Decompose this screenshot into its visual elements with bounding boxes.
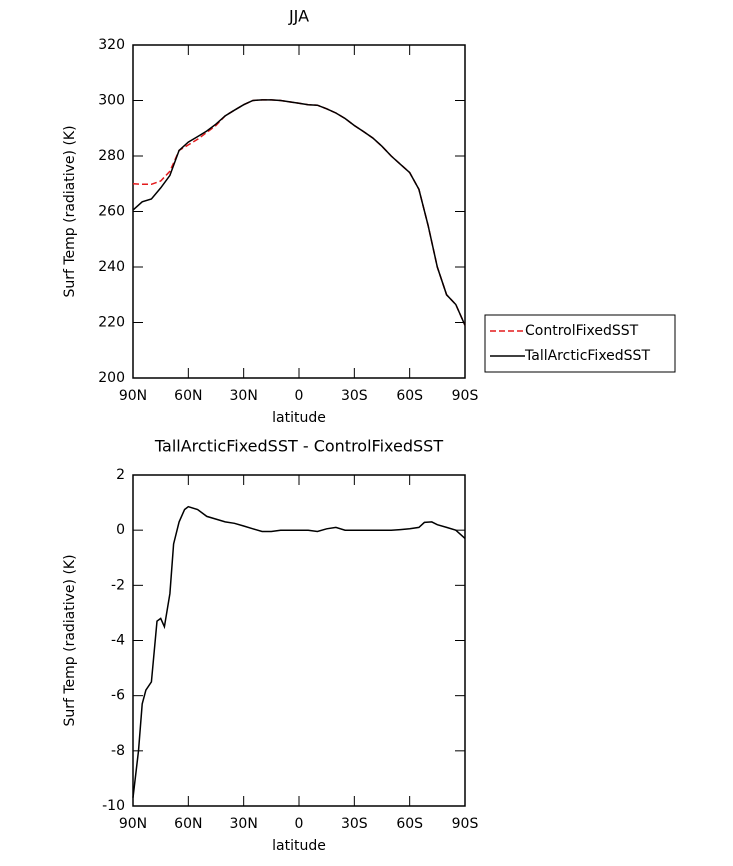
y-axis-label: Surf Temp (radiative) (K): [62, 125, 78, 297]
y-axis-label: Surf Temp (radiative) (K): [62, 554, 78, 726]
plot-frame: [132, 44, 466, 379]
y-tick-label: 260: [98, 204, 125, 220]
x-axis-label: latitude: [272, 410, 326, 426]
line-series: [132, 505, 466, 798]
line-series: [132, 99, 466, 326]
x-tick-label: 60N: [174, 816, 202, 832]
x-tick-label: 30S: [341, 388, 368, 404]
x-tick-label: 90S: [452, 816, 479, 832]
x-tick-label: 0: [295, 816, 304, 832]
x-tick-label: 30N: [230, 388, 258, 404]
y-tick-label: 0: [116, 522, 125, 538]
x-tick-label: 30S: [341, 816, 368, 832]
y-tick-label: 320: [98, 37, 125, 53]
y-tick-label: -2: [111, 577, 125, 593]
y-tick-label: -4: [111, 633, 125, 649]
chart-title: TallArcticFixedSST - ControlFixedSST: [154, 437, 443, 456]
y-tick-label: -6: [111, 688, 125, 704]
x-tick-label: 60S: [396, 816, 423, 832]
chart-title: JJA: [288, 7, 309, 26]
y-tick-label: -10: [102, 798, 125, 814]
x-axis-label: latitude: [272, 838, 326, 854]
y-tick-label: 200: [98, 370, 125, 386]
x-tick-label: 0: [295, 388, 304, 404]
plot-frame: [132, 474, 466, 807]
legend-label: TallArcticFixedSST: [524, 348, 650, 364]
x-tick-label: 90S: [452, 388, 479, 404]
legend-label: ControlFixedSST: [525, 323, 639, 339]
x-tick-label: 90N: [119, 816, 147, 832]
x-tick-label: 60N: [174, 388, 202, 404]
line-series: [132, 99, 466, 326]
y-tick-label: 240: [98, 259, 125, 275]
y-tick-label: -8: [111, 743, 125, 759]
x-tick-label: 60S: [396, 388, 423, 404]
y-tick-label: 300: [98, 93, 125, 109]
x-tick-label: 90N: [119, 388, 147, 404]
y-tick-label: 2: [116, 467, 125, 483]
y-tick-label: 220: [98, 315, 125, 331]
legend-box: [484, 314, 676, 373]
y-tick-label: 280: [98, 148, 125, 164]
x-tick-label: 30N: [230, 816, 258, 832]
